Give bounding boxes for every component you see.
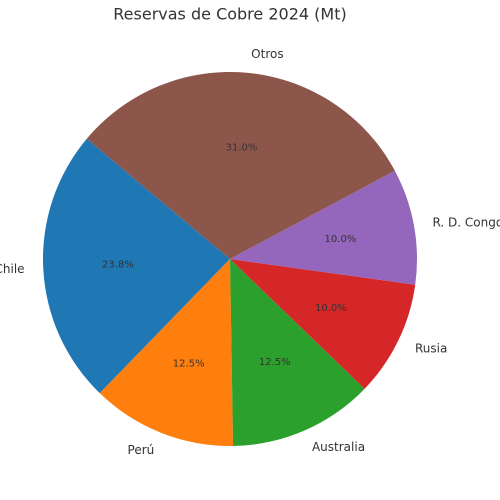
pie-slice — [42, 138, 230, 394]
pie-slice — [99, 259, 234, 446]
value-label: 12.5% — [259, 357, 291, 368]
pie-slice — [230, 259, 416, 389]
pie-slice — [86, 72, 395, 260]
chart-title: Reservas de Cobre 2024 (Mt) — [113, 5, 346, 24]
slice-label: R. D. Congo — [432, 215, 500, 229]
pie-slice — [230, 259, 365, 446]
slice-label: Australia — [312, 440, 365, 454]
slice-label: Otros — [251, 47, 283, 61]
value-label: 10.0% — [325, 234, 357, 245]
value-label: 12.5% — [173, 358, 205, 369]
pie-slice — [230, 170, 417, 285]
value-label: 23.8% — [102, 260, 134, 271]
slice-label: Rusia — [415, 341, 447, 355]
value-label: 31.0% — [226, 142, 258, 153]
value-label: 10.0% — [315, 303, 347, 314]
slice-label: Chile — [0, 262, 25, 276]
slice-label: Perú — [128, 443, 155, 457]
